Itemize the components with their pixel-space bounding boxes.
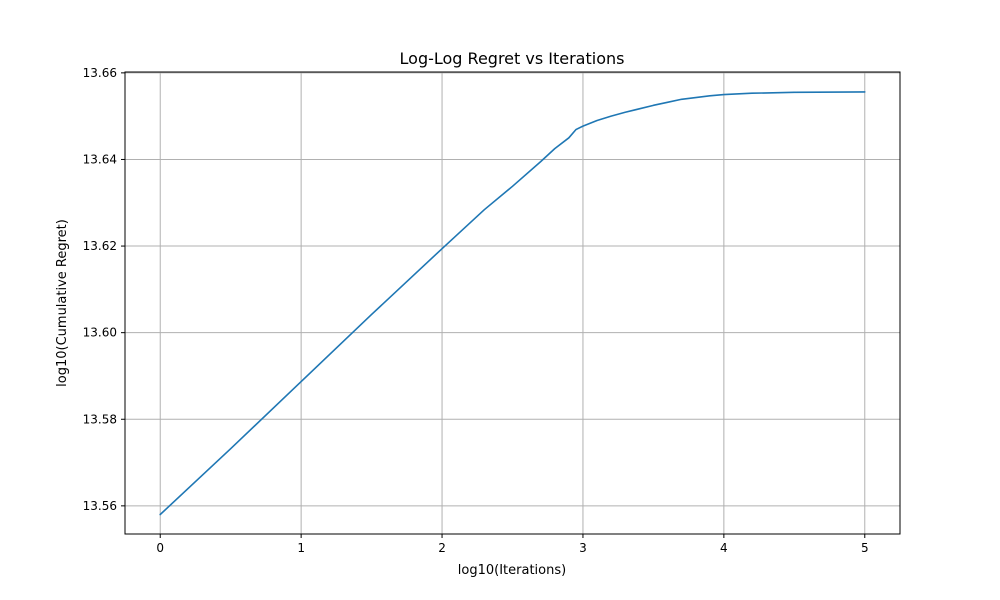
y-tick-label: 13.60 — [83, 326, 117, 340]
plot-series — [159, 91, 866, 516]
y-axis-label: log10(Cumulative Regret) — [55, 219, 70, 387]
y-tick-label: 13.62 — [83, 239, 117, 253]
chart-title: Log-Log Regret vs Iterations — [400, 49, 625, 68]
grid — [125, 72, 900, 534]
x-tick-label: 5 — [861, 541, 869, 555]
x-tick-label: 3 — [579, 541, 587, 555]
x-tick-label: 2 — [438, 541, 446, 555]
plot-frame — [124, 71, 901, 535]
x-axis-label: log10(Iterations) — [458, 563, 566, 578]
regret-series-line — [159, 91, 866, 516]
y-tick-label: 13.56 — [83, 499, 117, 513]
y-tick-label: 13.64 — [83, 152, 117, 166]
y-tick-label: 13.58 — [83, 412, 117, 426]
x-tick-label: 4 — [720, 541, 728, 555]
y-tick-label: 13.66 — [83, 66, 117, 80]
x-tick-label: 1 — [297, 541, 305, 555]
x-tick-label: 0 — [156, 541, 164, 555]
axis-ticks: 0 1 2 3 4 5 13.56 13.58 13.60 13.62 13.64 13.66 — [83, 66, 869, 555]
